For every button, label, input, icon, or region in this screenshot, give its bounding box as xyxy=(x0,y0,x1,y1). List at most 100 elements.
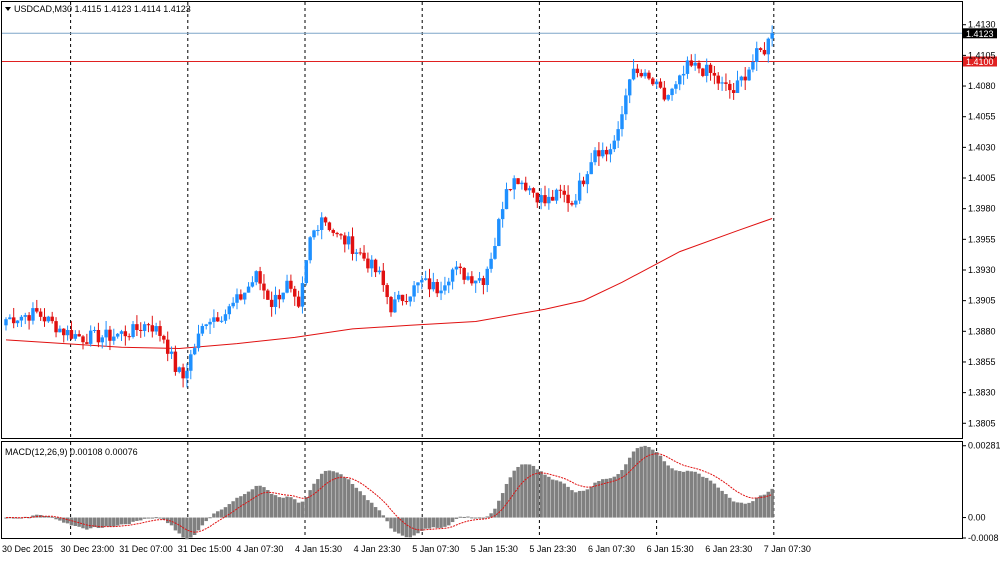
macd-bar xyxy=(300,501,305,518)
candle xyxy=(293,285,297,306)
macd-bar xyxy=(577,490,582,518)
macd-bar xyxy=(277,497,282,518)
macd-bar xyxy=(323,470,328,518)
candle xyxy=(62,328,66,343)
price-label-box xyxy=(963,28,997,39)
macd-bar xyxy=(735,502,740,518)
candle xyxy=(527,185,532,195)
macd-bar xyxy=(643,445,647,518)
macd-bar xyxy=(204,517,208,522)
candle xyxy=(539,188,543,210)
macd-bar xyxy=(743,503,747,518)
candle xyxy=(747,66,751,81)
macd-bar xyxy=(658,455,663,518)
candle xyxy=(577,172,582,204)
candle xyxy=(570,200,574,207)
candle xyxy=(485,266,489,293)
candle xyxy=(223,309,228,324)
macd-bar xyxy=(258,485,262,518)
candle xyxy=(447,277,451,294)
macd-bar xyxy=(531,465,536,518)
candle xyxy=(208,318,212,334)
candle xyxy=(192,343,197,356)
candle xyxy=(654,78,659,89)
time-axis: 30 Dec 2015 30 Dec 23:00 31 Dec 07:00 31 De… xyxy=(2,544,811,554)
macd-bar xyxy=(481,517,486,519)
macd-bar xyxy=(69,517,74,526)
macd-bar xyxy=(500,493,505,518)
candle xyxy=(354,248,359,262)
macd-bar xyxy=(554,480,559,518)
macd-bar xyxy=(439,517,443,528)
candle xyxy=(4,317,8,331)
dropdown-arrow-icon[interactable] xyxy=(5,7,11,11)
macd-bar xyxy=(108,517,112,527)
macd-bar xyxy=(681,471,686,518)
candle xyxy=(250,276,255,288)
macd-bar xyxy=(443,517,447,527)
macd-bar xyxy=(612,476,617,518)
macd-bar xyxy=(42,515,47,518)
candle xyxy=(643,69,647,79)
macd-bar xyxy=(296,502,301,518)
candle xyxy=(481,275,486,295)
macd-bar xyxy=(601,479,605,518)
candle xyxy=(343,232,347,253)
macd-bar xyxy=(246,491,251,518)
macd-bar xyxy=(716,487,720,518)
candle xyxy=(685,56,690,79)
candle xyxy=(108,325,112,351)
macd-bar xyxy=(624,464,628,518)
candle xyxy=(593,147,597,166)
macd-bar xyxy=(88,517,93,529)
macd-bar xyxy=(331,471,335,518)
candle xyxy=(589,152,593,175)
candle xyxy=(697,60,701,74)
macd-bar xyxy=(712,483,717,518)
candle xyxy=(423,270,428,281)
macd-bar xyxy=(142,517,147,519)
candle xyxy=(11,307,16,329)
candle xyxy=(131,321,135,339)
candle xyxy=(154,322,158,335)
candle xyxy=(585,171,590,194)
candle xyxy=(377,266,382,275)
macd-bar xyxy=(104,517,108,527)
candle xyxy=(231,297,235,309)
macd-bar xyxy=(92,517,97,528)
macd-bar xyxy=(662,461,667,518)
candle xyxy=(142,321,147,337)
macd-bar xyxy=(689,471,694,518)
candle xyxy=(385,283,389,305)
macd-tick-label: 0.00 xyxy=(968,513,986,523)
macd-bar xyxy=(112,517,116,527)
price-tick-label: 1.4105 xyxy=(968,50,996,60)
candle xyxy=(674,81,678,94)
macd-bar xyxy=(570,490,574,518)
candle xyxy=(504,182,509,210)
candle xyxy=(627,78,632,104)
macd-bar xyxy=(377,510,382,518)
candle xyxy=(751,54,755,73)
candle xyxy=(739,75,744,87)
candle xyxy=(624,88,628,121)
candle xyxy=(708,62,713,81)
candle xyxy=(543,185,547,207)
macd-bar xyxy=(312,483,316,518)
macd-bar xyxy=(62,517,66,523)
candle xyxy=(466,272,470,281)
macd-bar xyxy=(431,517,436,528)
macd-signal-line xyxy=(5,453,773,533)
macd-bar xyxy=(485,516,489,518)
macd-bar xyxy=(462,516,466,518)
candle xyxy=(531,187,536,198)
macd-bar xyxy=(389,517,393,529)
macd-bar xyxy=(701,476,705,518)
candle xyxy=(42,308,47,327)
macd-bar xyxy=(212,513,216,518)
candle xyxy=(8,314,12,320)
candle xyxy=(227,303,232,320)
macd-bar xyxy=(566,486,570,518)
